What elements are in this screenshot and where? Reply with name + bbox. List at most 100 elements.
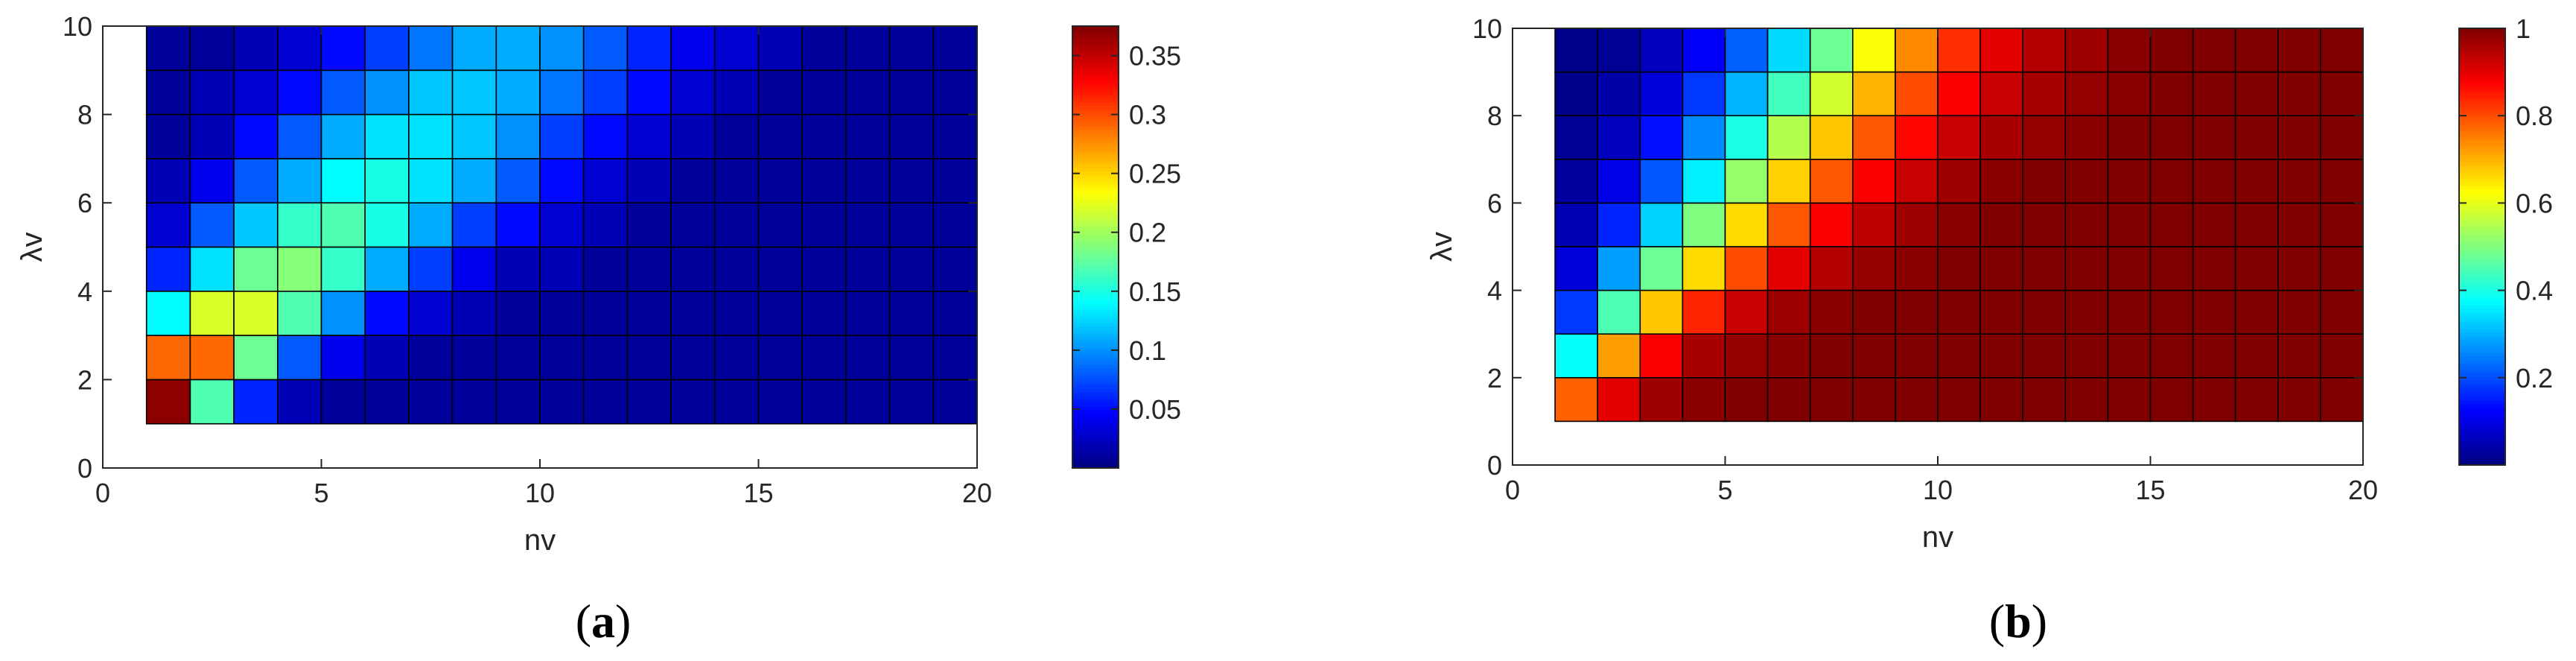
- colorbar-segment: [1072, 281, 1119, 286]
- heatmap-cell: [1852, 246, 1896, 291]
- heatmap-cell: [2022, 28, 2067, 73]
- heatmap-cell: [1895, 71, 1939, 116]
- heatmap-cell: [539, 379, 585, 425]
- heatmap-cell: [845, 69, 891, 116]
- colorbar-segment: [2459, 103, 2505, 107]
- heatmap-cell: [757, 25, 804, 72]
- colorbar-segment: [1072, 223, 1119, 227]
- colorbar-segment: [2459, 277, 2505, 282]
- colorbar-segment: [1072, 409, 1119, 414]
- heatmap-cell: [2064, 159, 2109, 204]
- colorbar-segment: [2459, 113, 2505, 118]
- heatmap-cell: [1766, 71, 1811, 116]
- y-tick-label: 4: [1487, 276, 1502, 306]
- colorbar-segment: [2459, 308, 2505, 312]
- heatmap-cell: [2192, 71, 2236, 116]
- heatmap-cell: [364, 113, 410, 159]
- heatmap-cell: [364, 379, 410, 425]
- colorbar-segment: [2459, 117, 2505, 121]
- colorbar-segment: [1072, 423, 1119, 428]
- colorbar-tick-label: 0.2: [2516, 363, 2553, 393]
- heatmap-cell: [757, 379, 804, 425]
- heatmap-cell: [713, 335, 760, 381]
- colorbar-segment: [2459, 137, 2505, 142]
- colorbar-segment: [2459, 35, 2505, 39]
- heatmap-cell: [1766, 115, 1811, 160]
- colorbar-segment: [2459, 335, 2505, 340]
- heatmap-cell: [582, 246, 629, 292]
- heatmap-cell: [932, 246, 978, 292]
- colorbar-segment: [1072, 392, 1119, 396]
- heatmap-cell: [1895, 333, 1939, 379]
- colorbar-segment: [2459, 400, 2505, 405]
- colorbar-segment: [2459, 414, 2505, 418]
- y-tick-label: 0: [77, 453, 92, 484]
- heatmap-cell: [713, 290, 760, 336]
- colorbar-segment: [2459, 154, 2505, 159]
- colorbar-segment: [2459, 256, 2505, 261]
- colorbar-segment: [2459, 127, 2505, 131]
- heatmap-cell: [408, 69, 454, 116]
- heatmap-cell: [713, 379, 760, 425]
- heatmap-cell: [845, 290, 891, 336]
- colorbar-segment: [1072, 295, 1119, 300]
- x-tick-label: 20: [2348, 475, 2378, 505]
- heatmap-cell: [1809, 333, 1854, 379]
- colorbar-frame: [2458, 28, 2506, 466]
- heatmap-cell: [451, 25, 497, 72]
- heatmap-cell: [2192, 376, 2236, 423]
- colorbar-segment: [1072, 112, 1119, 117]
- heatmap-cell: [364, 69, 410, 116]
- heatmap-cell: [932, 335, 978, 381]
- y-tick-label: 2: [1487, 363, 1502, 393]
- heatmap-cell: [1937, 376, 1981, 423]
- heatmap-cell: [670, 113, 716, 159]
- colorbar-segment: [1072, 81, 1119, 86]
- heatmap-cell: [1554, 71, 1599, 116]
- heatmap-cell: [757, 246, 804, 292]
- heatmap-cell: [451, 290, 497, 336]
- heatmap-cell: [1554, 246, 1599, 291]
- colorbar-segment: [1072, 382, 1119, 386]
- colorbar-segment: [2459, 362, 2505, 367]
- colorbar-segment: [1072, 60, 1119, 65]
- colorbar-segment: [1072, 440, 1119, 445]
- colorbar-segment: [2459, 219, 2505, 224]
- heatmap-cell: [1979, 115, 2024, 160]
- colorbar-segment: [2459, 403, 2505, 408]
- heatmap-cell: [2320, 289, 2364, 335]
- colorbar-segment: [2459, 410, 2505, 414]
- colorbar-segment: [2459, 420, 2505, 425]
- heatmap-cell: [1597, 289, 1641, 335]
- heatmap-cell: [888, 69, 935, 116]
- heatmap-cell: [626, 335, 672, 381]
- heatmap-cell: [276, 113, 322, 159]
- heatmap-cell: [2149, 159, 2194, 204]
- heatmap-cell: [145, 113, 191, 159]
- heatmap-cell: [233, 246, 279, 292]
- colorbar-segment: [1072, 309, 1119, 314]
- colorbar-segment: [1072, 399, 1119, 403]
- colorbar-segment: [2459, 325, 2505, 329]
- colorbar-segment: [1072, 395, 1119, 399]
- heatmap-cell: [276, 69, 322, 116]
- heatmap-cell: [189, 158, 235, 203]
- colorbar-segment: [1072, 33, 1119, 37]
- heatmap-cell: [495, 113, 541, 159]
- heatmap-cell: [2107, 71, 2152, 116]
- colorbar-segment: [1072, 119, 1119, 124]
- colorbar-segment: [1072, 167, 1119, 172]
- heatmap-cell: [1852, 71, 1896, 116]
- colorbar-segment: [2459, 287, 2505, 292]
- colorbar-tick-label: 0.4: [2516, 276, 2553, 306]
- colorbar-segment: [1072, 385, 1119, 390]
- colorbar-segment: [2459, 263, 2505, 268]
- heatmap-cell: [320, 158, 366, 203]
- heatmap-cell: [2064, 289, 2109, 335]
- heatmap-cell: [1724, 376, 1769, 423]
- heatmap-cell: [757, 158, 804, 203]
- heatmap-cell: [1639, 71, 1684, 116]
- heatmap-cell: [539, 69, 585, 116]
- heatmap-cell: [801, 290, 847, 336]
- colorbar-segment: [2459, 407, 2505, 411]
